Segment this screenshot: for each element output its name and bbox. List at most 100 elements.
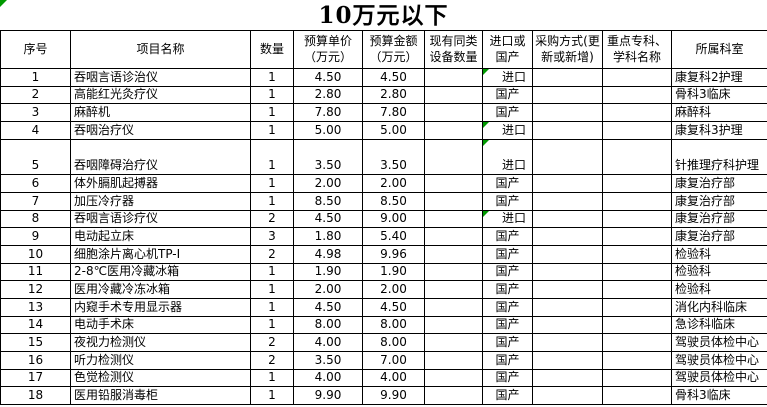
- cell-quantity[interactable]: 1: [250, 85, 294, 105]
- cell-unit-price[interactable]: 4.50: [293, 297, 363, 317]
- cell-quantity[interactable]: 1: [250, 68, 294, 87]
- cell-amount[interactable]: 7.80: [362, 103, 425, 123]
- cell-origin[interactable]: 进口: [482, 68, 533, 87]
- cell-amount[interactable]: 2.00: [362, 174, 425, 193]
- cell-method[interactable]: [532, 280, 603, 299]
- cell-unit-price[interactable]: 2.80: [293, 85, 363, 105]
- cell-project-name[interactable]: 听力检测仪: [70, 351, 251, 370]
- cell-quantity[interactable]: 2: [250, 351, 294, 370]
- cell-index[interactable]: 5: [0, 138, 71, 176]
- cell-method[interactable]: [532, 121, 603, 140]
- cell-origin[interactable]: 国产: [482, 297, 533, 317]
- cell-amount[interactable]: 9.90: [362, 386, 425, 406]
- cell-origin[interactable]: 国产: [482, 174, 533, 193]
- cell-index[interactable]: 18: [0, 386, 71, 406]
- cell-project-name[interactable]: 夜视力检测仪: [70, 333, 251, 353]
- cell-method[interactable]: [532, 386, 603, 406]
- cell-method[interactable]: [532, 297, 603, 317]
- cell-origin[interactable]: 国产: [482, 333, 533, 353]
- cell-unit-price[interactable]: 2.00: [293, 280, 363, 299]
- cell-department[interactable]: 检验科: [671, 244, 767, 264]
- cell-specialty[interactable]: [602, 68, 672, 87]
- cell-method[interactable]: [532, 351, 603, 370]
- cell-unit-price[interactable]: 4.98: [293, 244, 363, 264]
- cell-project-name[interactable]: 电动手术床: [70, 315, 251, 335]
- cell-department[interactable]: 检验科: [671, 280, 767, 299]
- cell-project-name[interactable]: 医用铅服消毒柜: [70, 386, 251, 406]
- cell-method[interactable]: [532, 138, 603, 176]
- cell-index[interactable]: 14: [0, 315, 71, 335]
- cell-existing-count[interactable]: [424, 85, 483, 105]
- cell-origin[interactable]: 进口: [482, 138, 533, 176]
- cell-specialty[interactable]: [602, 315, 672, 335]
- cell-index[interactable]: 13: [0, 297, 71, 317]
- cell-specialty[interactable]: [602, 297, 672, 317]
- cell-existing-count[interactable]: [424, 121, 483, 140]
- cell-quantity[interactable]: 1: [250, 280, 294, 299]
- col-header-existing-count[interactable]: 现有同类 设备数量: [424, 30, 483, 69]
- cell-method[interactable]: [532, 244, 603, 264]
- cell-origin[interactable]: 国产: [482, 280, 533, 299]
- cell-amount[interactable]: 8.00: [362, 333, 425, 353]
- cell-origin[interactable]: 国产: [482, 244, 533, 264]
- cell-origin[interactable]: 国产: [482, 191, 533, 211]
- cell-specialty[interactable]: [602, 85, 672, 105]
- cell-project-name[interactable]: 色觉检测仪: [70, 368, 251, 388]
- cell-project-name[interactable]: 吞咽障碍治疗仪: [70, 138, 251, 176]
- cell-existing-count[interactable]: [424, 333, 483, 353]
- cell-specialty[interactable]: [602, 138, 672, 176]
- cell-specialty[interactable]: [602, 280, 672, 299]
- cell-specialty[interactable]: [602, 244, 672, 264]
- cell-origin[interactable]: 进口: [482, 121, 533, 140]
- cell-amount[interactable]: 9.96: [362, 244, 425, 264]
- cell-existing-count[interactable]: [424, 262, 483, 282]
- cell-unit-price[interactable]: 5.00: [293, 121, 363, 140]
- col-header-origin[interactable]: 进口或 国产: [482, 30, 533, 69]
- cell-existing-count[interactable]: [424, 227, 483, 246]
- cell-index[interactable]: 8: [0, 209, 71, 229]
- cell-existing-count[interactable]: [424, 315, 483, 335]
- cell-specialty[interactable]: [602, 262, 672, 282]
- col-header-department[interactable]: 所属科室: [671, 30, 767, 69]
- cell-department[interactable]: 康复治疗部: [671, 191, 767, 211]
- cell-department[interactable]: 驾驶员体检中心: [671, 351, 767, 370]
- cell-department[interactable]: 骨科3临床: [671, 386, 767, 406]
- cell-unit-price[interactable]: 1.80: [293, 227, 363, 246]
- cell-unit-price[interactable]: 9.90: [293, 386, 363, 406]
- cell-existing-count[interactable]: [424, 68, 483, 87]
- cell-unit-price[interactable]: 2.00: [293, 174, 363, 193]
- cell-method[interactable]: [532, 191, 603, 211]
- cell-method[interactable]: [532, 209, 603, 229]
- cell-specialty[interactable]: [602, 368, 672, 388]
- cell-method[interactable]: [532, 262, 603, 282]
- cell-unit-price[interactable]: 3.50: [293, 351, 363, 370]
- cell-origin[interactable]: 进口: [482, 209, 533, 229]
- cell-unit-price[interactable]: 1.90: [293, 262, 363, 282]
- cell-origin[interactable]: 国产: [482, 351, 533, 370]
- cell-amount[interactable]: 8.00: [362, 315, 425, 335]
- cell-quantity[interactable]: 1: [250, 103, 294, 123]
- cell-quantity[interactable]: 1: [250, 297, 294, 317]
- cell-project-name[interactable]: 吞咽治疗仪: [70, 121, 251, 140]
- cell-specialty[interactable]: [602, 103, 672, 123]
- cell-amount[interactable]: 3.50: [362, 138, 425, 176]
- cell-department[interactable]: 康复治疗部: [671, 174, 767, 193]
- cell-department[interactable]: 检验科: [671, 262, 767, 282]
- cell-origin[interactable]: 国产: [482, 386, 533, 406]
- cell-existing-count[interactable]: [424, 138, 483, 176]
- cell-project-name[interactable]: 吞咽言语诊疗仪: [70, 209, 251, 229]
- cell-index[interactable]: 12: [0, 280, 71, 299]
- cell-quantity[interactable]: 1: [250, 315, 294, 335]
- cell-index[interactable]: 7: [0, 191, 71, 211]
- cell-project-name[interactable]: 麻醉机: [70, 103, 251, 123]
- cell-project-name[interactable]: 医用冷藏冷冻冰箱: [70, 280, 251, 299]
- col-header-amount[interactable]: 预算金额 （万元）: [362, 30, 425, 69]
- cell-amount[interactable]: 4.00: [362, 368, 425, 388]
- col-header-quantity[interactable]: 数量: [250, 30, 294, 69]
- cell-index[interactable]: 3: [0, 103, 71, 123]
- cell-department[interactable]: 骨科3临床: [671, 85, 767, 105]
- cell-quantity[interactable]: 2: [250, 209, 294, 229]
- cell-amount[interactable]: 4.50: [362, 68, 425, 87]
- cell-index[interactable]: 1: [0, 68, 71, 87]
- cell-amount[interactable]: 5.40: [362, 227, 425, 246]
